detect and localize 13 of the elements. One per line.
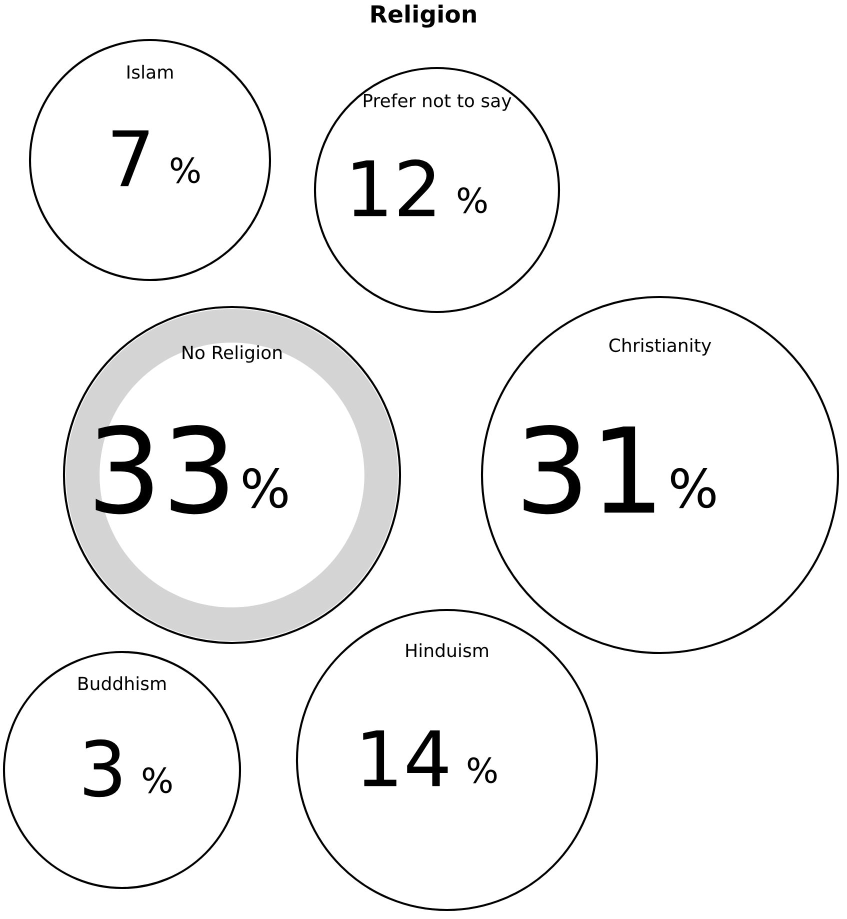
data-label: 31% (524, 424, 716, 514)
category-label: Prefer not to say (364, 93, 512, 111)
category-label: Christianity (609, 338, 712, 356)
category-label: Islam (128, 64, 173, 79)
category-label: Hinduism (406, 643, 488, 658)
data-label: 7 % (112, 130, 200, 186)
text: Religion (371, 4, 476, 28)
data-label: 14 % (363, 730, 497, 786)
category-label: No Religion (182, 345, 282, 363)
data-label: 3 % (84, 739, 172, 798)
data-label: 33% (96, 424, 288, 514)
category-label: Buddhism (78, 676, 166, 690)
data-label: 12 % (353, 159, 487, 216)
